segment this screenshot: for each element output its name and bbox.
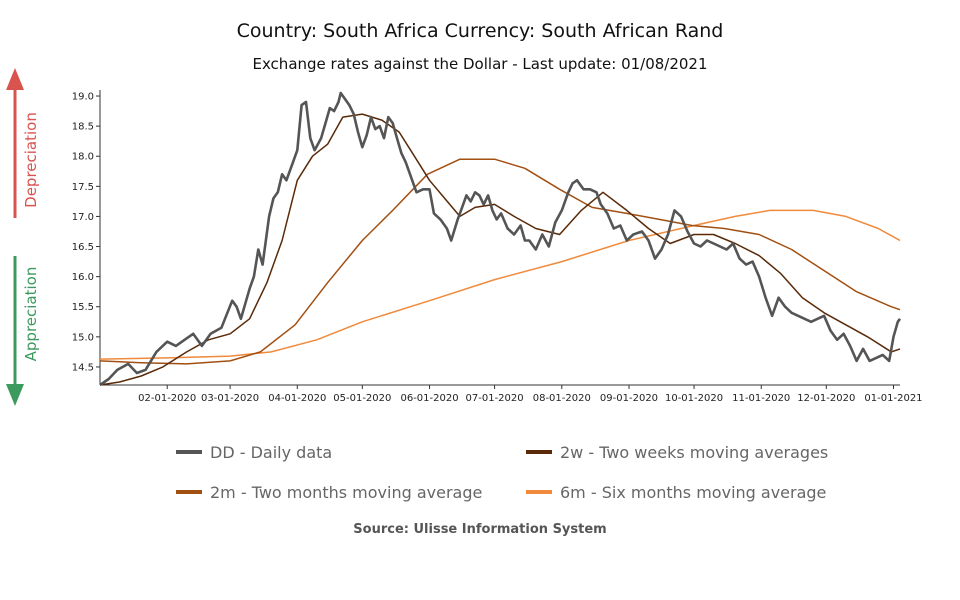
y-tick-label: 15.0 (72, 332, 94, 343)
chart-axes (99, 90, 900, 386)
y-tick-label: 15.5 (72, 302, 94, 313)
series-2m-line (99, 158, 901, 365)
y-tick-label: 17.5 (72, 182, 94, 193)
x-tick-label: 10-01-2020 (665, 393, 723, 404)
y-axis-ticks: 14.5 15.0 15.5 16.0 16.5 17.0 17.5 18.0 18.5 19.0 (72, 92, 100, 373)
y-tick-label: 19.0 (72, 92, 94, 103)
x-axis-ticks: 02-01-2020 03-01-2020 04-01-2020 05-01-2020… (138, 385, 923, 404)
legend-item-2m[interactable]: 2m - Two months moving average (176, 482, 482, 502)
legend-label-6m: 6m - Six months moving average (560, 482, 827, 502)
y-tick-label: 18.0 (72, 152, 94, 163)
y-tick-label: 16.0 (72, 272, 94, 283)
legend-label-daily: DD - Daily data (210, 442, 333, 462)
depreciation-label: Depreciation (22, 112, 40, 208)
appreciation-arrow-head (6, 384, 24, 406)
depreciation-arrow-head (6, 68, 24, 90)
legend-item-2w[interactable]: 2w - Two weeks moving averages (526, 442, 828, 462)
x-tick-label: 11-01-2020 (732, 393, 790, 404)
x-tick-label: 04-01-2020 (268, 393, 326, 404)
chart-subtitle: Exchange rates against the Dollar - Last… (252, 55, 708, 73)
x-tick-label: 05-01-2020 (333, 393, 391, 404)
side-arrows: Depreciation Appreciation (6, 68, 40, 406)
y-tick-label: 16.5 (72, 242, 94, 253)
y-tick-label: 17.0 (72, 212, 94, 223)
legend-item-daily[interactable]: DD - Daily data (176, 442, 332, 462)
appreciation-label: Appreciation (22, 267, 40, 362)
legend-label-2m: 2m - Two months moving average (210, 482, 483, 502)
legend-item-6m[interactable]: 6m - Six months moving average (526, 482, 826, 502)
x-tick-label: 12-01-2020 (797, 393, 855, 404)
series-lines (99, 91, 902, 387)
legend-swatch-daily (176, 450, 202, 454)
legend-swatch-2w (526, 450, 552, 454)
x-tick-label: 09-01-2020 (600, 393, 658, 404)
x-tick-label: 06-01-2020 (400, 393, 458, 404)
y-tick-label: 18.5 (72, 122, 94, 133)
legend-label-2w: 2w - Two weeks moving averages (560, 442, 829, 462)
y-tick-label: 14.5 (72, 362, 94, 373)
series-daily-line (99, 91, 902, 387)
x-tick-label: 07-01-2020 (466, 393, 524, 404)
source-note: Source: Ulisse Information System (353, 522, 607, 537)
chart-title: Country: South Africa Currency: South Af… (236, 20, 724, 42)
legend-swatch-6m (526, 490, 552, 494)
legend-swatch-2m (176, 490, 202, 494)
series-2w-line (99, 113, 901, 386)
x-tick-label: 03-01-2020 (201, 393, 259, 404)
x-tick-label: 02-01-2020 (138, 393, 196, 404)
x-tick-label: 08-01-2020 (533, 393, 591, 404)
x-tick-label: 01-01-2021 (864, 393, 922, 404)
